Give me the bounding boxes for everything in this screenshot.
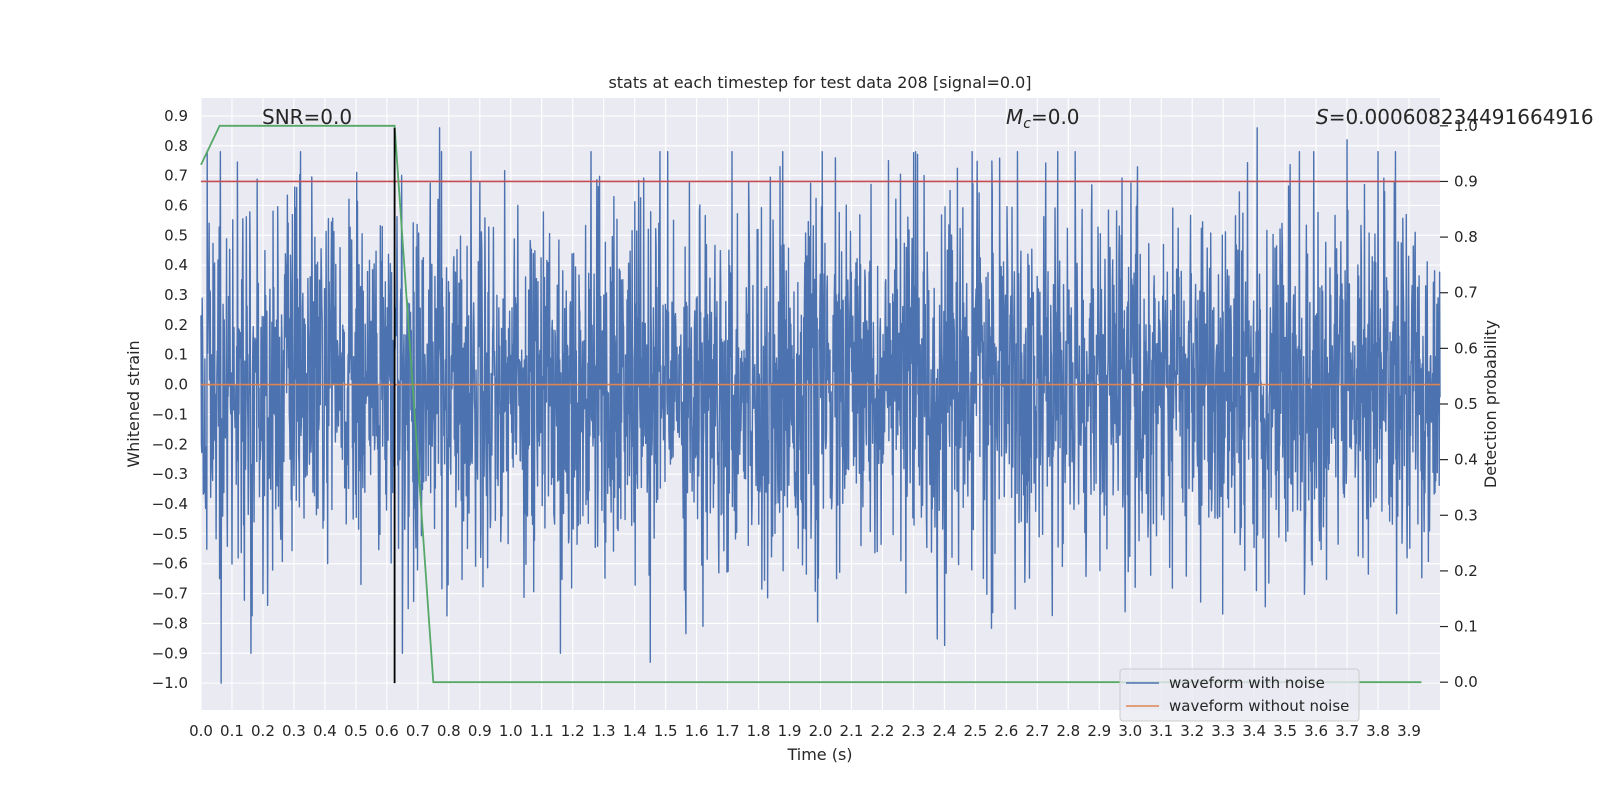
y-tick-label: 0.8 xyxy=(164,137,188,155)
x-tick-label: 3.9 xyxy=(1397,722,1421,740)
x-tick-label: 2.8 xyxy=(1056,722,1080,740)
mc-subscript: c xyxy=(1023,116,1031,132)
probability-line-path xyxy=(200,124,1422,684)
x-tick-label: 1.4 xyxy=(623,722,647,740)
mc-symbol: M xyxy=(1006,105,1023,129)
y-tick-label: 0.6 xyxy=(164,196,188,214)
x-tick-label: 1.6 xyxy=(685,722,709,740)
x-tick-label: 0.5 xyxy=(344,722,368,740)
y-tick-label: −1.0 xyxy=(152,674,188,692)
x-tick-label: 3.4 xyxy=(1242,722,1266,740)
y2-tick-label: 0.0 xyxy=(1454,673,1478,691)
probability-line xyxy=(200,124,1422,684)
x-tick-label: 2.2 xyxy=(871,722,895,740)
y-tick-label: 0.7 xyxy=(164,167,188,185)
y2-tick-label: 0.9 xyxy=(1454,172,1478,190)
x-tick-label: 0.2 xyxy=(251,722,275,740)
noise-waveform xyxy=(200,127,1441,684)
y2-tick-label: 0.5 xyxy=(1454,395,1478,413)
noise-waveform-path xyxy=(200,127,1441,684)
legend-label-clean: waveform without noise xyxy=(1169,697,1349,715)
y-tick-label: −0.8 xyxy=(152,614,188,632)
y-axis-label: Whitened strain xyxy=(124,340,143,467)
x-tick-label: 2.7 xyxy=(1025,722,1049,740)
x-tick-label: 0.1 xyxy=(220,722,244,740)
y2-axis-label: Detection probability xyxy=(1481,320,1500,488)
x-ticks: 0.0 0.1 0.2 0.3 0.4 0.5 0.6 0.7 0.8 0.9 1.0 1.1 1.2 1… xyxy=(189,722,1421,740)
y2-tick-label: 0.3 xyxy=(1454,506,1478,524)
y-tick-label: −0.4 xyxy=(152,495,188,513)
y-tick-label: −0.6 xyxy=(152,555,188,573)
x-tick-label: 2.4 xyxy=(932,722,956,740)
y-tick-label: −0.5 xyxy=(152,525,188,543)
y2-ticks: 1.0 0.9 0.8 0.7 0.6 0.5 0.4 0.3 0.2 0.1 0.0 xyxy=(1440,117,1478,691)
x-tick-label: 3.5 xyxy=(1273,722,1297,740)
x-tick-label: 2.9 xyxy=(1087,722,1111,740)
y2-tick-label: 0.1 xyxy=(1454,618,1478,636)
x-tick-label: 1.5 xyxy=(654,722,678,740)
y-tick-label: 0.5 xyxy=(164,226,188,244)
x-tick-label: 0.8 xyxy=(437,722,461,740)
x-tick-label: 0.4 xyxy=(313,722,337,740)
y2-tick-label: 0.2 xyxy=(1454,562,1478,580)
x-tick-label: 1.8 xyxy=(747,722,771,740)
y-tick-label: 0.1 xyxy=(164,346,188,364)
x-tick-label: 2.6 xyxy=(994,722,1018,740)
y2-tick-label: 0.4 xyxy=(1454,451,1478,469)
legend-label-noise: waveform with noise xyxy=(1169,674,1325,692)
x-tick-label: 1.3 xyxy=(592,722,616,740)
x-axis-label: Time (s) xyxy=(786,745,852,764)
y-tick-label: 0.2 xyxy=(164,316,188,334)
legend-box xyxy=(1119,668,1360,722)
x-tick-label: 0.7 xyxy=(406,722,430,740)
y2-tick-label: 0.8 xyxy=(1454,228,1478,246)
s-symbol: S xyxy=(1316,105,1329,129)
y2-tick-label: 1.0 xyxy=(1454,117,1478,135)
x-tick-label: 0.9 xyxy=(468,722,492,740)
x-tick-label: 2.1 xyxy=(840,722,864,740)
legend: waveform with noise waveform without noi… xyxy=(1119,668,1360,722)
x-tick-label: 3.6 xyxy=(1304,722,1328,740)
y-tick-label: −0.3 xyxy=(152,465,188,483)
y2-tick-label: 0.7 xyxy=(1454,284,1478,302)
x-tick-label: 1.9 xyxy=(778,722,802,740)
x-tick-label: 3.0 xyxy=(1118,722,1142,740)
x-tick-label: 3.8 xyxy=(1366,722,1390,740)
x-tick-label: 0.6 xyxy=(375,722,399,740)
y-tick-label: 0.4 xyxy=(164,256,188,274)
x-tick-label: 3.2 xyxy=(1180,722,1204,740)
y-ticks: 0.9 0.8 0.7 0.6 0.5 0.4 0.3 0.2 0.1 0.0 −0.1 −0.2 −0… xyxy=(152,107,188,692)
x-tick-label: 3.3 xyxy=(1211,722,1235,740)
x-tick-label: 1.0 xyxy=(499,722,523,740)
y-tick-label: −0.7 xyxy=(152,585,188,603)
y-tick-label: 0.9 xyxy=(164,107,188,125)
x-tick-label: 1.2 xyxy=(561,722,585,740)
y-tick-label: −0.9 xyxy=(152,644,188,662)
x-tick-label: 0.0 xyxy=(189,722,213,740)
y-tick-label: −0.2 xyxy=(152,435,188,453)
snr-annotation: SNR=0.0 xyxy=(262,105,352,129)
x-tick-label: 2.5 xyxy=(963,722,987,740)
x-tick-label: 1.1 xyxy=(530,722,554,740)
y-tick-label: 0.0 xyxy=(164,376,188,394)
y-tick-label: 0.3 xyxy=(164,286,188,304)
y-tick-label: −0.1 xyxy=(152,405,188,423)
mc-annotation: Mc=0.0 xyxy=(1006,105,1080,132)
x-tick-label: 0.3 xyxy=(282,722,306,740)
x-tick-label: 1.7 xyxy=(716,722,740,740)
chart-title: stats at each timestep for test data 208… xyxy=(608,73,1031,92)
s-value: =0.000608234491664916 xyxy=(1329,105,1594,129)
x-tick-label: 3.7 xyxy=(1335,722,1359,740)
mc-value: =0.0 xyxy=(1031,105,1080,129)
x-tick-label: 2.0 xyxy=(809,722,833,740)
x-tick-label: 2.3 xyxy=(901,722,925,740)
x-tick-label: 3.1 xyxy=(1149,722,1173,740)
s-annotation: S=0.000608234491664916 xyxy=(1316,105,1594,129)
y2-tick-label: 0.6 xyxy=(1454,339,1478,357)
